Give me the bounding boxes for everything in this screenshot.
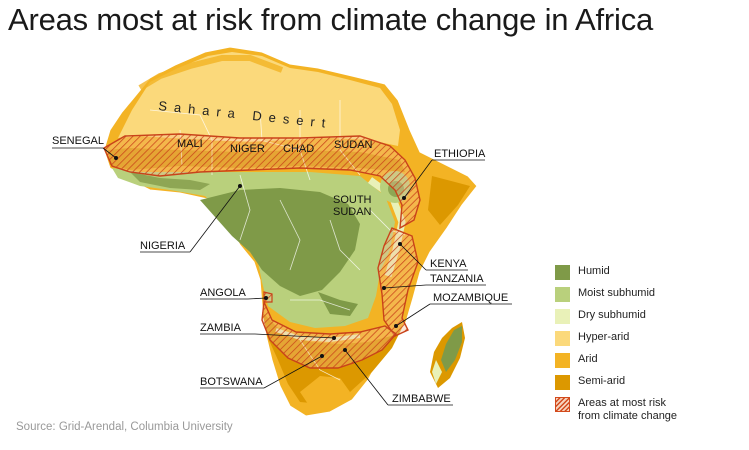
legend-swatch [555, 265, 570, 280]
sudan-label: SUDAN [334, 139, 373, 151]
legend-swatch [555, 353, 570, 368]
source-note: Source: Grid-Arendal, Columbia Universit… [16, 421, 233, 433]
niger-label: NIGER [230, 143, 265, 155]
legend-item-humid: Humid [555, 265, 677, 280]
callout-ethiopia: ETHIOPIA [434, 148, 486, 160]
legend-item-hyper-arid: Hyper-arid [555, 331, 677, 346]
callout-senegal: SENEGAL [52, 135, 104, 147]
legend-item-semi-arid: Semi-arid [555, 375, 677, 390]
page-title: Areas most at risk from climate change i… [8, 2, 654, 37]
callout-botswana: BOTSWANA [200, 376, 263, 388]
humid-congo-basin [200, 188, 360, 296]
risk-zone-sahel [103, 133, 421, 230]
legend-label: Arid [578, 353, 598, 365]
legend-swatch-hatch [555, 397, 570, 412]
south-sudan-label-line2: SUDAN [333, 206, 372, 218]
callout-nigeria: NIGERIA [140, 240, 186, 252]
risk-zone-southern-africa [261, 299, 398, 369]
legend-label: Dry subhumid [578, 309, 646, 321]
legend-label: Semi-arid [578, 375, 626, 387]
legend-item-dry-subhumid: Dry subhumid [555, 309, 677, 324]
callout-angola: ANGOLA [200, 287, 247, 299]
sahara-hyper-arid [118, 52, 400, 146]
callout-kenya: KENYA [430, 258, 467, 270]
callout-zambia: ZAMBIA [200, 322, 242, 334]
legend-item-at-risk: Areas at most risk from climate change [555, 397, 677, 427]
chad-label: CHAD [283, 143, 314, 155]
legend-item-arid: Arid [555, 353, 677, 368]
legend-swatch [555, 309, 570, 324]
callout-mozambique: MOZAMBIQUE [433, 292, 508, 304]
legend-label: Humid [578, 265, 610, 277]
legend-swatch [555, 375, 570, 390]
legend-label: Areas at most risk from climate change [578, 397, 678, 422]
mali-label: MALI [177, 138, 203, 150]
legend-swatch [555, 331, 570, 346]
legend-item-moist-subhumid: Moist subhumid [555, 287, 677, 302]
callout-tanzania: TANZANIA [430, 273, 484, 285]
callout-zimbabwe: ZIMBABWE [392, 393, 451, 405]
risk-zones [103, 133, 421, 369]
legend-label: Moist subhumid [578, 287, 656, 299]
map-legend: Humid Moist subhumid Dry subhumid Hyper-… [555, 265, 677, 434]
south-sudan-label-line1: SOUTH [333, 194, 372, 206]
legend-swatch [555, 287, 570, 302]
legend-label: Hyper-arid [578, 331, 630, 343]
risk-zone-east-africa [377, 227, 419, 337]
